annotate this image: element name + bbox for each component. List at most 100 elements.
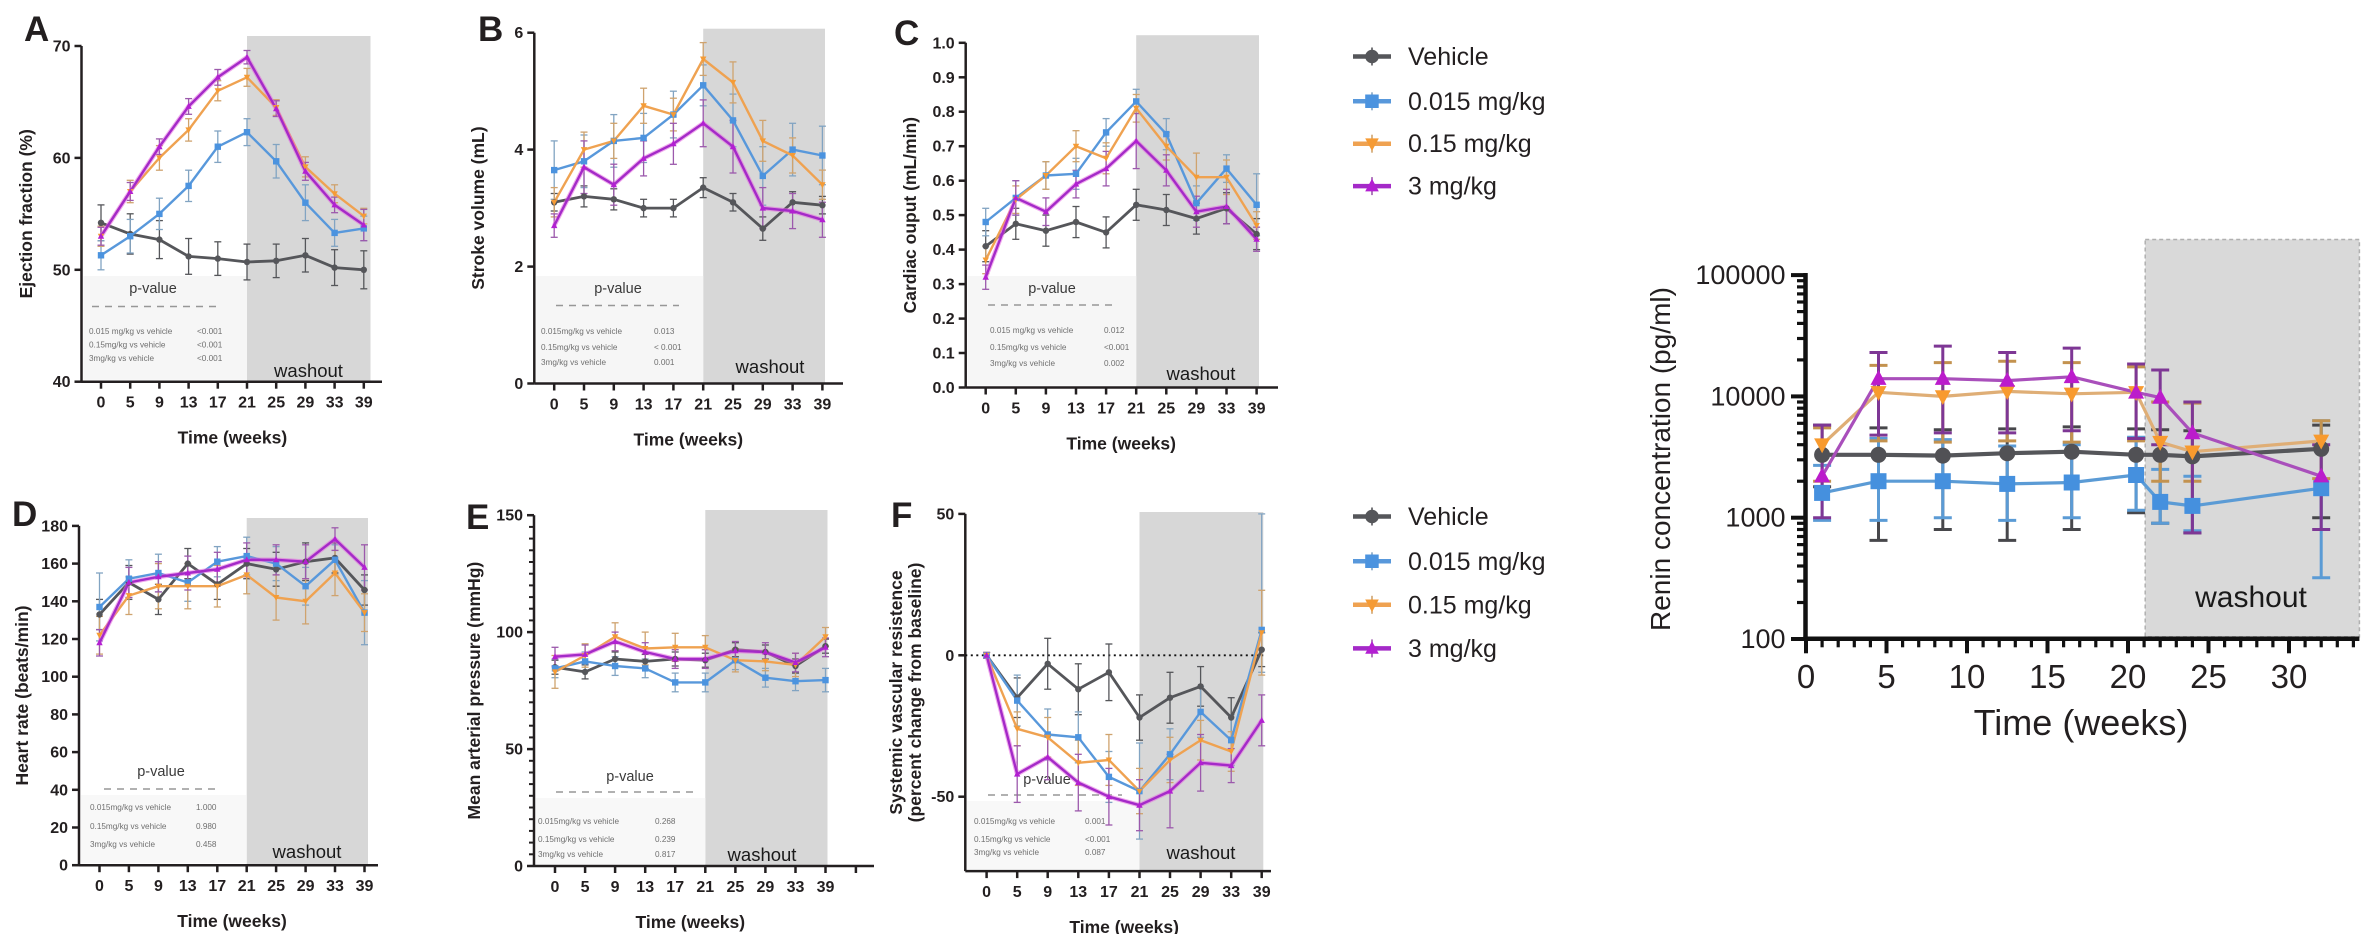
svg-text:0.001: 0.001 (654, 358, 675, 367)
svg-text:39: 39 (356, 878, 374, 895)
svg-text:0.9: 0.9 (932, 70, 954, 87)
svg-text:0.15 mg/kg: 0.15 mg/kg (1408, 130, 1532, 158)
svg-text:29: 29 (297, 395, 315, 412)
svg-text:100: 100 (1740, 624, 1785, 654)
svg-text:0.268: 0.268 (655, 817, 676, 826)
svg-text:0.7: 0.7 (932, 139, 954, 156)
svg-text:0.012: 0.012 (1104, 326, 1125, 335)
svg-text:13: 13 (635, 397, 653, 414)
svg-text:30: 30 (2271, 658, 2308, 695)
svg-text:100000: 100000 (1695, 260, 1785, 290)
svg-text:0.001: 0.001 (1085, 817, 1106, 826)
svg-text:80: 80 (50, 707, 68, 724)
svg-text:0.013: 0.013 (654, 327, 675, 336)
svg-text:1.0: 1.0 (932, 35, 954, 52)
svg-text:<0.001: <0.001 (1104, 343, 1130, 352)
svg-text:9: 9 (155, 395, 164, 412)
svg-text:p-value: p-value (1028, 281, 1076, 297)
svg-text:Time (weeks): Time (weeks) (1066, 434, 1176, 454)
svg-text:25: 25 (2190, 658, 2227, 695)
svg-text:33: 33 (787, 879, 805, 896)
svg-text:13: 13 (1069, 884, 1087, 901)
svg-text:17: 17 (1097, 401, 1115, 418)
svg-text:0.0: 0.0 (932, 380, 954, 397)
svg-text:-50: -50 (931, 789, 954, 806)
svg-text:Time (weeks): Time (weeks) (636, 912, 746, 932)
svg-text:29: 29 (1188, 401, 1206, 418)
svg-text:0: 0 (982, 884, 991, 901)
svg-text:0.5: 0.5 (932, 208, 954, 225)
svg-text:33: 33 (784, 397, 802, 414)
svg-text:Vehicle: Vehicle (1408, 43, 1489, 71)
svg-text:9: 9 (154, 878, 163, 895)
svg-text:9: 9 (1041, 401, 1050, 418)
svg-text:<0.001: <0.001 (197, 354, 223, 363)
svg-text:0.15mg/kg vs vehicle: 0.15mg/kg vs vehicle (538, 835, 615, 844)
svg-text:D: D (12, 495, 37, 534)
svg-text:0.239: 0.239 (655, 835, 676, 844)
svg-text:washout: washout (1166, 363, 1236, 384)
svg-text:39: 39 (817, 879, 835, 896)
svg-text:Time (weeks): Time (weeks) (1974, 702, 2189, 743)
svg-text:21: 21 (1127, 401, 1145, 418)
svg-text:0: 0 (945, 648, 954, 665)
svg-text:29: 29 (757, 879, 775, 896)
svg-text:Cardiac ouput (mL/min): Cardiac ouput (mL/min) (900, 117, 920, 313)
svg-text:0: 0 (97, 395, 106, 412)
svg-text:0.817: 0.817 (655, 850, 676, 859)
svg-text:0: 0 (981, 401, 990, 418)
svg-text:0: 0 (514, 376, 523, 393)
svg-text:21: 21 (694, 397, 712, 414)
svg-text:9: 9 (611, 879, 620, 896)
svg-text:A: A (24, 10, 49, 49)
svg-text:0.002: 0.002 (1104, 359, 1125, 368)
svg-text:Time (weeks): Time (weeks) (178, 428, 288, 448)
svg-text:33: 33 (1222, 884, 1240, 901)
svg-text:0.1: 0.1 (932, 346, 954, 363)
svg-text:washout: washout (727, 844, 797, 865)
svg-text:39: 39 (1253, 884, 1271, 901)
svg-text:5: 5 (1877, 658, 1895, 695)
svg-text:150: 150 (496, 508, 523, 525)
svg-text:0.015mg/kg vs vehicle: 0.015mg/kg vs vehicle (541, 327, 622, 336)
svg-text:Renin concentration (pg/ml): Renin concentration (pg/ml) (1645, 287, 1676, 631)
svg-text:0.015mg/kg vs vehicle: 0.015mg/kg vs vehicle (974, 817, 1055, 826)
svg-text:3mg/kg vs vehicle: 3mg/kg vs vehicle (974, 848, 1040, 857)
svg-text:1000: 1000 (1725, 503, 1785, 533)
svg-text:0.015 mg/kg: 0.015 mg/kg (1408, 548, 1546, 576)
svg-text:B: B (478, 10, 503, 49)
svg-text:50: 50 (937, 506, 955, 523)
svg-text:25: 25 (727, 879, 745, 896)
svg-text:0.015mg/kg vs vehicle: 0.015mg/kg vs vehicle (538, 817, 619, 826)
svg-text:25: 25 (267, 395, 285, 412)
svg-text:3mg/kg vs vehicle: 3mg/kg vs vehicle (541, 358, 607, 367)
svg-text:17: 17 (208, 878, 226, 895)
svg-text:0.6: 0.6 (932, 173, 954, 190)
svg-text:29: 29 (754, 397, 772, 414)
svg-text:0: 0 (95, 878, 104, 895)
svg-text:0.087: 0.087 (1085, 848, 1106, 857)
svg-text:21: 21 (238, 878, 256, 895)
svg-text:Ejection fraction (%): Ejection fraction (%) (16, 129, 36, 298)
svg-text:E: E (466, 498, 489, 537)
svg-text:6: 6 (514, 25, 523, 42)
svg-text:washout: washout (273, 360, 343, 381)
svg-text:0: 0 (514, 859, 523, 876)
svg-text:39: 39 (814, 397, 832, 414)
svg-text:1.000: 1.000 (196, 803, 217, 812)
svg-text:Time (weeks): Time (weeks) (1069, 917, 1179, 934)
svg-text:5: 5 (126, 395, 135, 412)
svg-text:washout: washout (272, 841, 342, 862)
svg-text:0.4: 0.4 (932, 242, 954, 259)
svg-text:5: 5 (124, 878, 133, 895)
svg-text:<0.001: <0.001 (197, 327, 223, 336)
svg-text:10000: 10000 (1710, 381, 1785, 411)
svg-text:5: 5 (1011, 401, 1020, 418)
svg-text:5: 5 (1013, 884, 1022, 901)
svg-text:13: 13 (179, 878, 197, 895)
svg-text:p-value: p-value (594, 281, 642, 297)
svg-text:4: 4 (514, 142, 523, 159)
svg-text:p-value: p-value (606, 769, 654, 785)
svg-text:0.15mg/kg vs vehicle: 0.15mg/kg vs vehicle (541, 343, 618, 352)
svg-text:13: 13 (1067, 401, 1085, 418)
